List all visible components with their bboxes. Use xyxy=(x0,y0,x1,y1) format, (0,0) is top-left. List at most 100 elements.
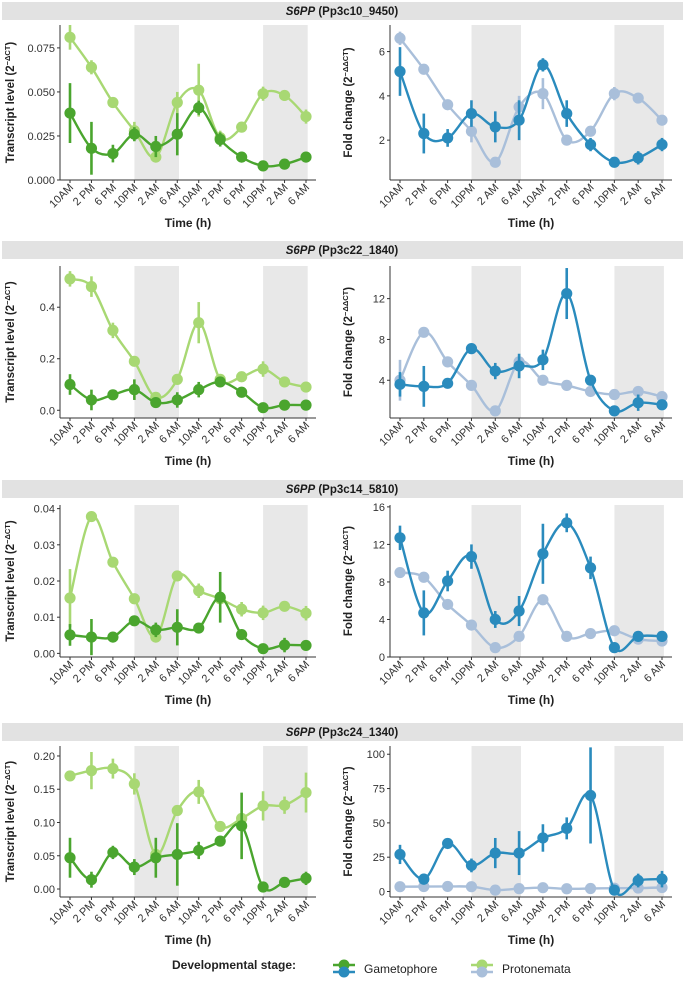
x-tick-label: 10AM xyxy=(47,659,76,688)
data-point xyxy=(64,852,76,864)
series-gametophore xyxy=(394,747,668,897)
data-point xyxy=(85,631,98,643)
dark-period-shade xyxy=(263,505,308,657)
y-axis-title: Fold change (2−ΔΔCT) xyxy=(341,287,355,397)
y-tick-label: 0.00 xyxy=(34,884,55,896)
data-point xyxy=(257,607,269,619)
y-tick-label: 0.075 xyxy=(27,43,55,55)
data-point xyxy=(85,61,98,73)
data-point xyxy=(128,861,140,873)
data-point xyxy=(394,32,406,44)
data-point xyxy=(236,628,248,641)
data-point xyxy=(394,65,406,78)
locus-id: (Pp3c24_1340) xyxy=(318,727,398,739)
data-point xyxy=(418,63,430,75)
data-point xyxy=(632,92,644,104)
data-point xyxy=(489,613,501,626)
y-tick-label: 50 xyxy=(373,818,385,830)
gene-name: S6PP xyxy=(286,245,316,257)
data-point xyxy=(278,376,291,388)
y-tick-label: 16 xyxy=(373,502,385,514)
data-point xyxy=(107,556,119,568)
y-tick-label: 0.2 xyxy=(40,354,55,366)
data-point xyxy=(584,882,597,895)
data-point xyxy=(513,630,525,642)
data-point xyxy=(489,847,501,859)
data-point xyxy=(584,627,597,640)
data-point xyxy=(489,121,501,133)
data-point xyxy=(537,548,549,560)
x-axis-title: Time (h) xyxy=(165,216,211,230)
data-point xyxy=(418,127,430,140)
series-gametophore xyxy=(394,47,668,168)
data-point xyxy=(85,765,98,777)
y-axis-title: Fold change (2−ΔΔCT) xyxy=(341,766,355,876)
data-point xyxy=(107,389,119,401)
y-tick-label: 0 xyxy=(379,652,385,664)
data-point xyxy=(608,642,620,654)
y-tick-label: 75 xyxy=(373,784,385,796)
data-point xyxy=(537,59,549,71)
y-tick-label: 6 xyxy=(379,47,385,59)
data-point xyxy=(442,598,454,611)
y-tick-label: 0.10 xyxy=(34,817,55,829)
data-point xyxy=(85,281,98,293)
y-tick-label: 0.00 xyxy=(34,648,55,660)
x-tick-label: 2 PM xyxy=(403,659,430,686)
x-tick-label: 10PM xyxy=(592,659,621,688)
data-point xyxy=(107,763,119,775)
data-point xyxy=(656,630,668,642)
x-tick-label: 6 AM xyxy=(286,659,312,685)
data-point xyxy=(107,96,119,109)
data-point xyxy=(128,615,140,627)
data-point xyxy=(561,630,573,642)
data-point xyxy=(656,873,668,885)
series-gametophore xyxy=(64,374,312,414)
row-header-2: S6PP (Pp3c22_1840) xyxy=(2,241,683,259)
series-protonemata xyxy=(394,566,668,654)
dark-period-shade xyxy=(471,266,521,418)
data-point xyxy=(632,385,644,398)
data-point xyxy=(236,371,248,383)
data-point xyxy=(608,388,620,401)
x-tick-label: 10PM xyxy=(112,899,141,928)
y-tick-label: 0.000 xyxy=(27,175,55,187)
data-point xyxy=(193,844,205,857)
x-tick-label: 6 AM xyxy=(286,420,312,446)
data-point xyxy=(300,639,312,652)
x-tick-label: 2 AM xyxy=(264,659,290,685)
data-point xyxy=(465,619,478,631)
data-point xyxy=(214,133,226,146)
data-point xyxy=(465,551,478,563)
x-tick-label: 2 PM xyxy=(403,182,430,209)
x-tick-label: 2 AM xyxy=(136,182,162,208)
x-tick-label: 2 AM xyxy=(618,420,644,446)
x-tick-label: 2 AM xyxy=(618,182,644,208)
data-point xyxy=(418,571,430,583)
data-point xyxy=(608,156,620,168)
x-tick-label: 2 AM xyxy=(264,899,290,925)
x-axis-title: Time (h) xyxy=(165,454,211,468)
y-tick-label: 4 xyxy=(379,91,385,103)
data-point xyxy=(465,379,478,391)
data-point xyxy=(513,360,525,372)
dark-period-shade xyxy=(471,505,521,657)
x-tick-label: 2 AM xyxy=(475,659,501,685)
x-tick-label: 10AM xyxy=(520,899,549,928)
data-point xyxy=(584,374,597,386)
data-point xyxy=(656,114,668,126)
x-tick-label: 2 PM xyxy=(71,420,98,447)
x-tick-label: 10PM xyxy=(112,182,141,211)
data-point xyxy=(632,630,644,642)
data-point xyxy=(64,592,76,604)
x-tick-label: 10PM xyxy=(240,420,269,449)
data-point xyxy=(513,883,525,895)
y-tick-label: 25 xyxy=(373,852,385,864)
x-tick-label: 2 PM xyxy=(71,659,98,686)
series-gametophore xyxy=(64,571,312,656)
data-point xyxy=(300,151,312,163)
data-point xyxy=(171,570,183,582)
data-point xyxy=(489,365,501,377)
